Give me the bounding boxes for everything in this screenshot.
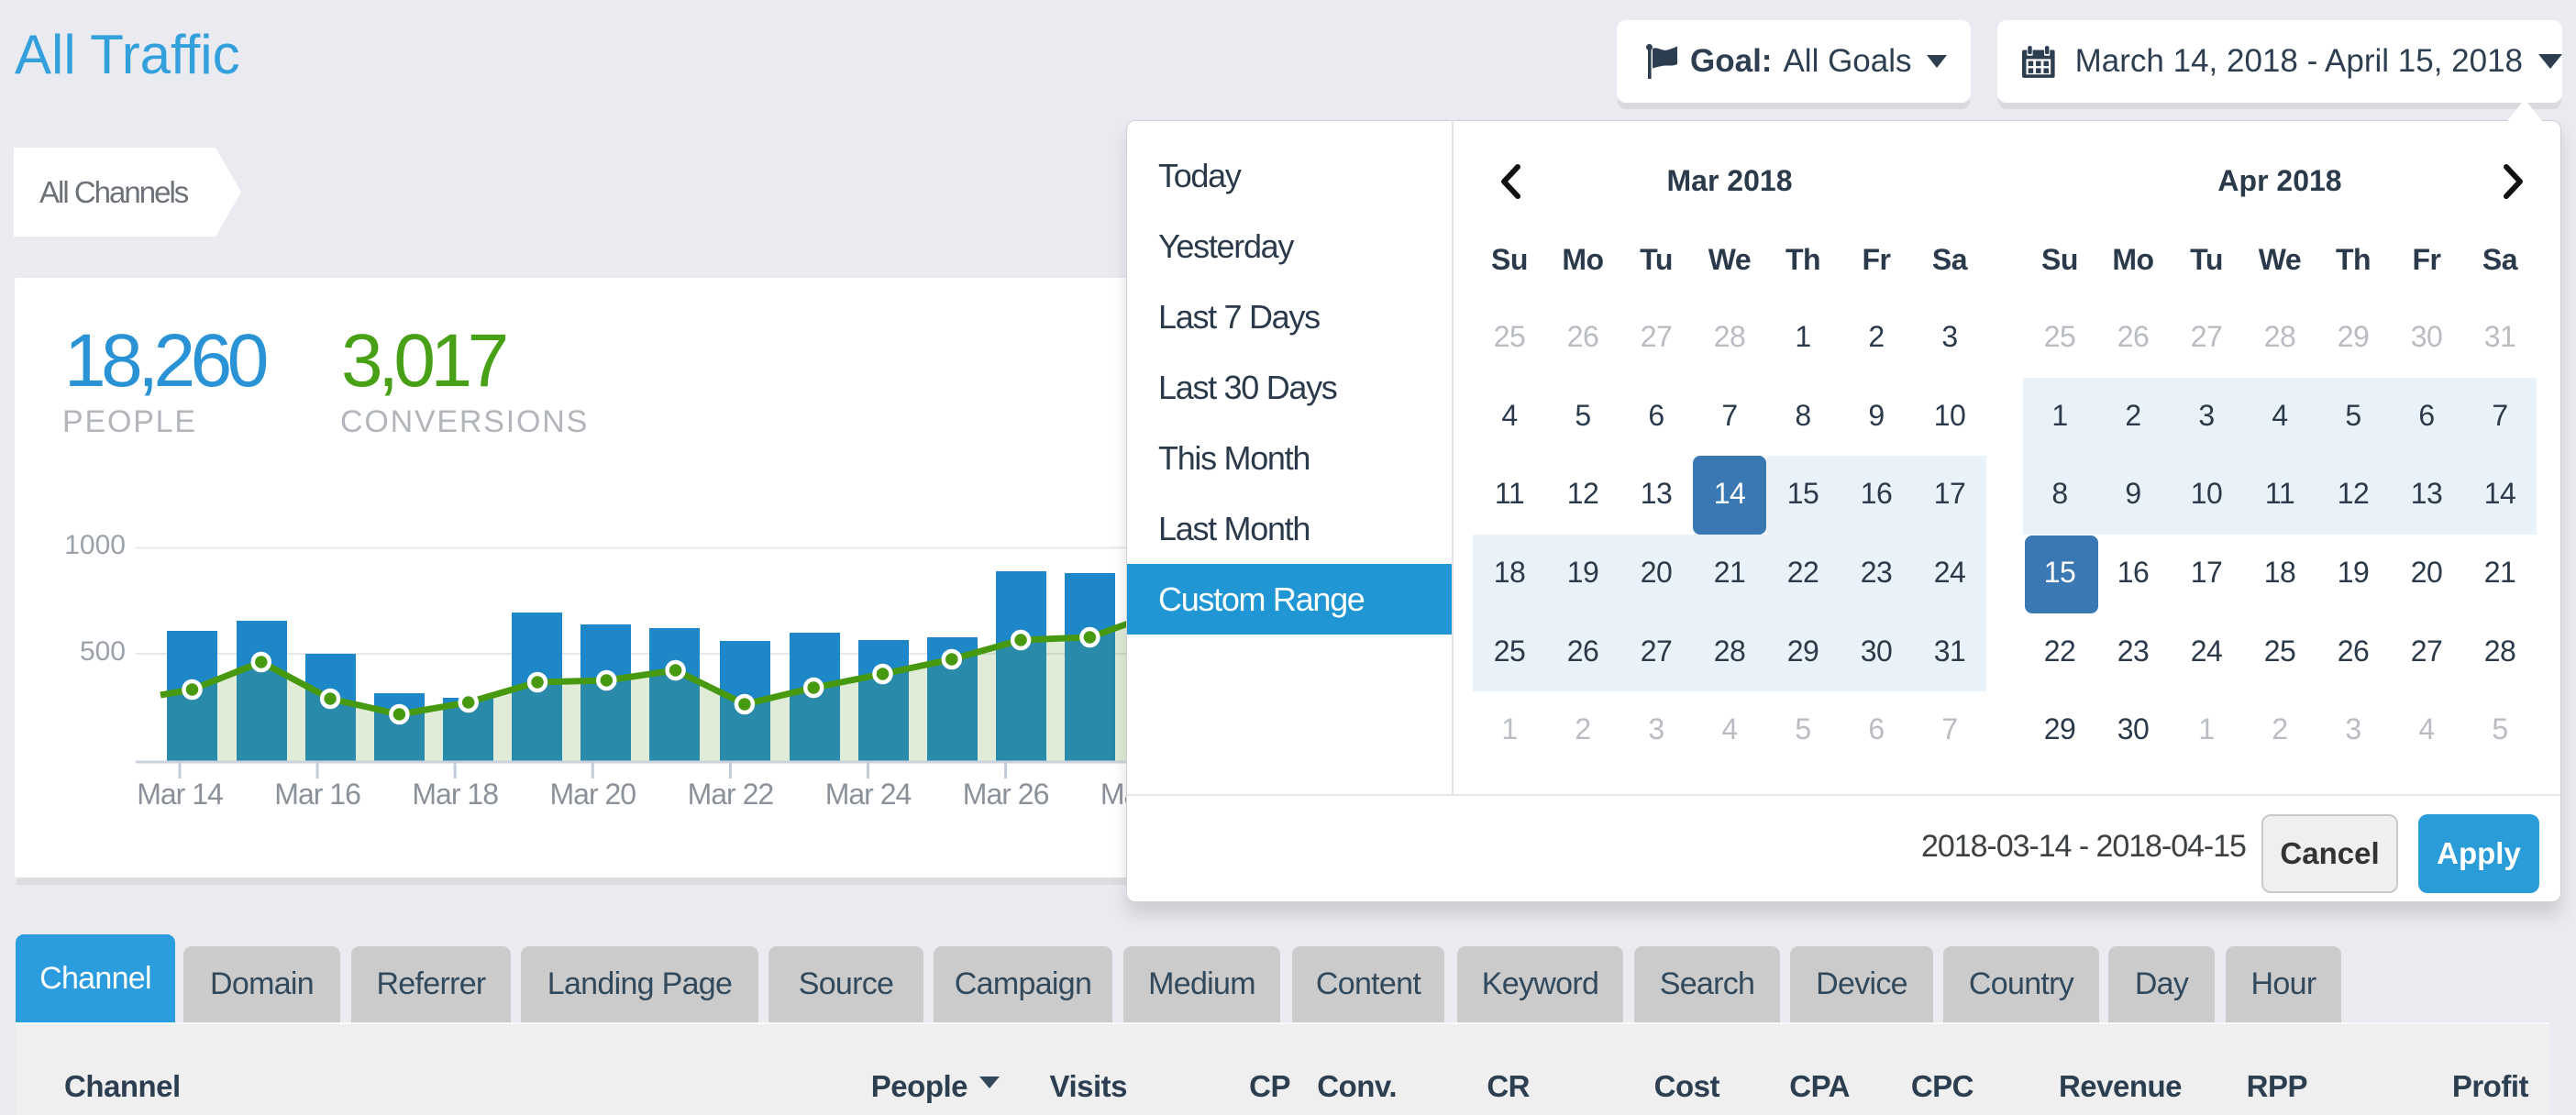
svg-text:Mar 24: Mar 24 — [825, 778, 912, 811]
svg-text:500: 500 — [80, 636, 126, 667]
svg-text:Mar 14: Mar 14 — [137, 778, 223, 811]
svg-text:Mar 16: Mar 16 — [274, 778, 360, 811]
svg-text:Mar 18: Mar 18 — [412, 778, 498, 811]
svg-text:Mar 26: Mar 26 — [963, 778, 1049, 811]
svg-text:Mar 22: Mar 22 — [688, 778, 774, 811]
svg-text:Mar 20: Mar 20 — [550, 778, 636, 811]
svg-text:1000: 1000 — [64, 530, 126, 560]
